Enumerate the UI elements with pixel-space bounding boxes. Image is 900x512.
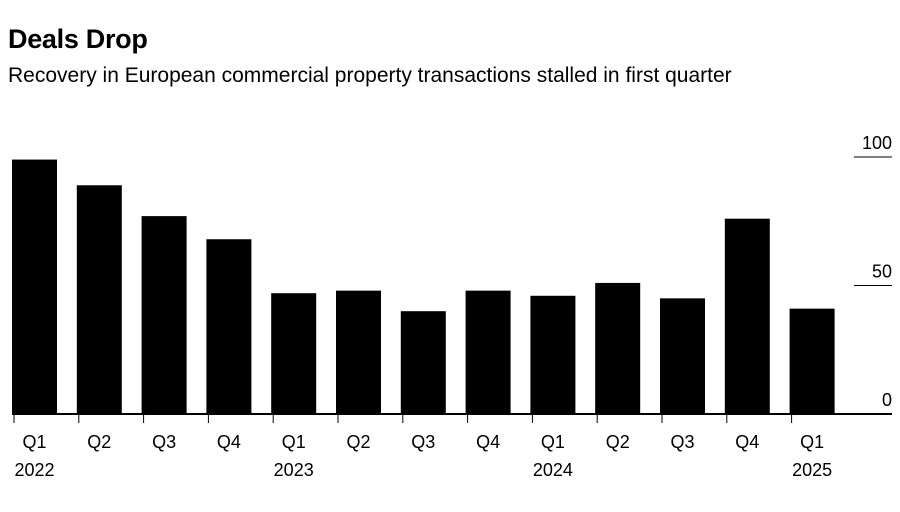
bar: [660, 298, 705, 414]
bar: [465, 290, 511, 414]
x-tick-label-quarter: Q3: [152, 432, 176, 452]
x-tick-label-quarter: Q3: [670, 432, 694, 452]
chart-title: Deals Drop: [8, 24, 148, 54]
bar: [595, 282, 641, 414]
x-tick-label-quarter: Q4: [217, 432, 241, 452]
x-tick-label-quarter: Q1: [800, 432, 824, 452]
x-tick-label-quarter: Q2: [87, 432, 111, 452]
y-tick-label: 0: [882, 390, 892, 410]
bar: [789, 308, 835, 414]
x-tick-label-quarter: Q1: [541, 432, 565, 452]
x-tick-label-quarter: Q4: [735, 432, 759, 452]
x-tick-label-year: 2025: [792, 460, 832, 480]
x-tick-label-quarter: Q3: [411, 432, 435, 452]
x-tick-label-year: 2022: [14, 460, 54, 480]
bar: [141, 216, 187, 414]
bar: [530, 295, 576, 414]
y-tick-label: 100: [862, 133, 892, 153]
x-tick-label-year: 2024: [533, 460, 573, 480]
x-tick-label-quarter: Q4: [476, 432, 500, 452]
x-tick-label-quarter: Q2: [606, 432, 630, 452]
x-tick-label-quarter: Q1: [22, 432, 46, 452]
bar: [400, 311, 446, 414]
x-tick-label-year: 2023: [274, 460, 314, 480]
bar: [336, 290, 381, 414]
bar: [206, 239, 252, 414]
x-tick-label-quarter: Q1: [282, 432, 306, 452]
bar: [271, 293, 317, 414]
bar: [76, 185, 122, 414]
y-tick-label: 50: [872, 262, 892, 282]
chart-subtitle: Recovery in European commercial property…: [8, 64, 732, 87]
x-tick-label-quarter: Q2: [346, 432, 370, 452]
bar: [724, 218, 770, 414]
bar: [12, 159, 57, 414]
